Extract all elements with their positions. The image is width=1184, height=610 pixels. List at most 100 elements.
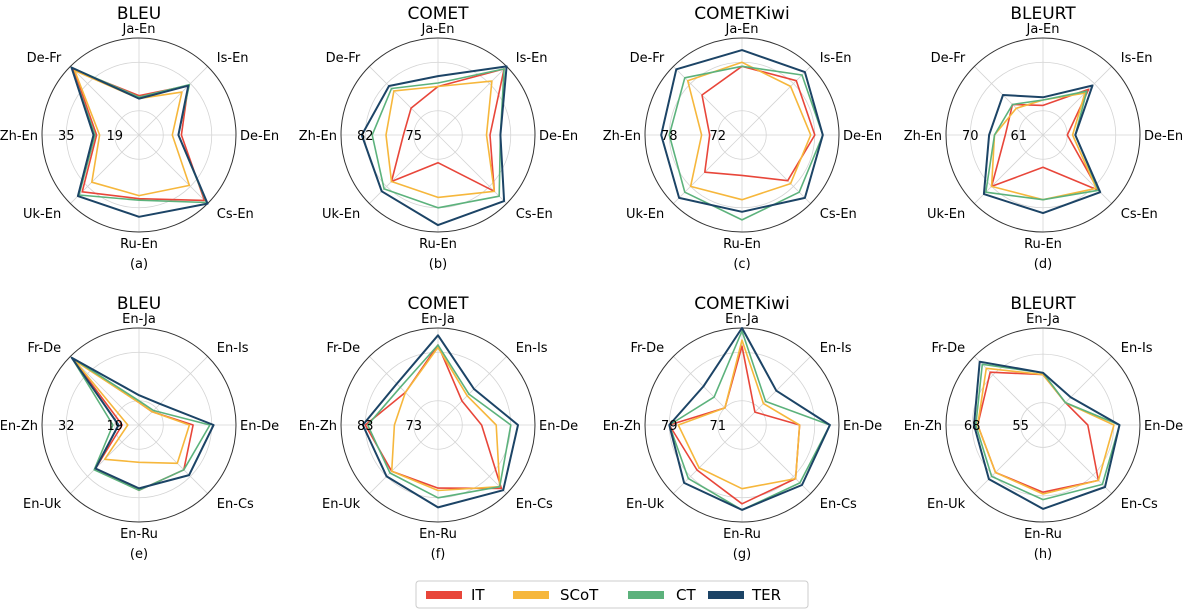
axis-label-de-en: De-En [539, 129, 578, 144]
series-scot [686, 61, 812, 201]
panel-label: (a) [130, 257, 148, 272]
series-ct [366, 344, 512, 499]
axis-label-is-en: Is-En [217, 51, 249, 66]
spoke-en-cs [741, 424, 811, 494]
panel-title: COMET [407, 4, 469, 24]
legend-frame [415, 580, 809, 609]
spoke-is-en [1042, 66, 1112, 136]
tick-label-0: 71 [709, 419, 726, 434]
outer-frame [945, 327, 1141, 523]
series-ter [360, 65, 508, 227]
spoke-de-fr [974, 66, 1044, 136]
series-ter [361, 334, 519, 509]
tick-label-0: 19 [106, 129, 123, 144]
axis-label-fr-de: Fr-De [630, 341, 664, 356]
axis-label-ja-en: Ja-En [421, 22, 455, 37]
axis-label-de-en: De-En [1144, 129, 1183, 144]
outer-frame [41, 327, 237, 523]
tick-label-1: 79 [661, 419, 678, 434]
tick-label-0: 55 [1012, 419, 1029, 434]
axis-label-en-ja: En-Ja [725, 312, 759, 327]
legend-label-scot: SCoT [560, 586, 599, 604]
axis-label-en-ja: En-Ja [1026, 312, 1060, 327]
axis-label-de-fr: De-Fr [326, 51, 361, 66]
axis-label-de-fr: De-Fr [931, 51, 966, 66]
axis-label-en-de: En-De [1144, 419, 1183, 434]
axis-label-en-cs: En-Cs [217, 497, 254, 512]
spoke-en-is [1042, 356, 1112, 426]
legend-label-ter: TER [751, 586, 781, 604]
spoke-en-cs [437, 424, 507, 494]
panel-title: BLEURT [1010, 294, 1076, 314]
outer-frame [340, 37, 536, 233]
series-ct [668, 65, 824, 221]
panel-label: (h) [1034, 547, 1052, 562]
axis-label-en-is: En-Is [516, 341, 548, 356]
panel-title: BLEURT [1010, 4, 1076, 24]
legend-swatch-scot [513, 591, 549, 599]
tick-label-1: 82 [357, 129, 374, 144]
tick-label-1: 35 [58, 129, 75, 144]
radar-panel--g-: 71 79 En-Ja En-Is En-De En-Cs En-Ru En-Uk En-Zh F… [603, 294, 882, 562]
axis-label-en-uk: En-Uk [927, 497, 966, 512]
series-ter [70, 66, 209, 218]
axis-label-en-uk: En-Uk [626, 497, 665, 512]
spoke-is-en [741, 66, 811, 136]
radar-panel--h-: 55 68 En-Ja En-Is En-De En-Cs En-Ru En-Uk En-Zh F… [904, 294, 1183, 562]
series-scot [73, 69, 191, 197]
axis-label-is-en: Is-En [516, 51, 548, 66]
tick-label-1: 70 [962, 129, 979, 144]
panel-title: COMETKiwi [694, 294, 790, 314]
axis-label-de-en: De-En [240, 129, 279, 144]
radar-panel--f-: 73 83 En-Ja En-Is En-De En-Cs En-Ru En-Uk En-Zh F… [299, 294, 578, 562]
series-ter [973, 360, 1121, 510]
series-ct [974, 363, 1121, 501]
axis-label-en-ja: En-Ja [421, 312, 455, 327]
spoke-de-fr [70, 66, 140, 136]
radar-panels: 19 35 Ja-En Is-En De-En Cs-En Ru-En Uk-En Zh-En D… [0, 4, 1183, 562]
series-it [976, 371, 1100, 494]
axis-label-ru-en: Ru-En [120, 237, 158, 252]
panel-label: (e) [130, 547, 148, 562]
series-it [668, 345, 801, 505]
axis-label-ja-en: Ja-En [122, 22, 156, 37]
axis-label-zh-en: Zh-En [0, 129, 38, 144]
panel-title: COMET [407, 294, 469, 314]
spoke-en-uk [974, 424, 1044, 494]
axis-label-en-ru: En-Ru [120, 527, 158, 542]
series-ter [982, 84, 1102, 215]
axis-label-uk-en: Uk-En [927, 207, 965, 222]
outer-frame [945, 37, 1141, 233]
axis-label-ru-en: Ru-En [1024, 237, 1062, 252]
tick-label-1: 68 [964, 419, 981, 434]
series-scot [677, 339, 801, 490]
axis-label-de-en: De-En [843, 129, 882, 144]
spoke-fr-de [673, 356, 743, 426]
panel-label: (g) [733, 547, 751, 562]
panel-title: BLEU [117, 294, 161, 314]
series-ct [984, 90, 1100, 201]
axis-label-zh-en: Zh-En [603, 129, 641, 144]
axis-label-en-ja: En-Ja [122, 312, 156, 327]
axis-label-fr-de: Fr-De [27, 341, 61, 356]
axis-label-en-zh: En-Zh [904, 419, 942, 434]
chart-legend: IT SCoT CT TER [415, 580, 809, 609]
axis-label-en-de: En-De [843, 419, 882, 434]
radar-panel--a-: 19 35 Ja-En Is-En De-En Cs-En Ru-En Uk-En Zh-En D… [0, 4, 279, 272]
panel-title: COMETKiwi [694, 4, 790, 24]
spoke-cs-en [741, 134, 811, 204]
axis-label-ru-en: Ru-En [723, 237, 761, 252]
panel-label: (b) [429, 257, 447, 272]
axis-label-en-is: En-Is [217, 341, 249, 356]
spoke-fr-de [369, 356, 439, 426]
spoke-uk-en [369, 134, 439, 204]
axis-label-en-uk: En-Uk [23, 497, 62, 512]
axis-label-uk-en: Uk-En [322, 207, 360, 222]
series-scot [385, 80, 496, 199]
axis-label-en-zh: En-Zh [603, 419, 641, 434]
axis-label-fr-de: Fr-De [326, 341, 360, 356]
tick-label-1: 83 [357, 419, 374, 434]
axis-label-is-en: Is-En [820, 51, 852, 66]
axis-label-de-fr: De-Fr [630, 51, 665, 66]
axis-label-cs-en: Cs-En [820, 207, 857, 222]
